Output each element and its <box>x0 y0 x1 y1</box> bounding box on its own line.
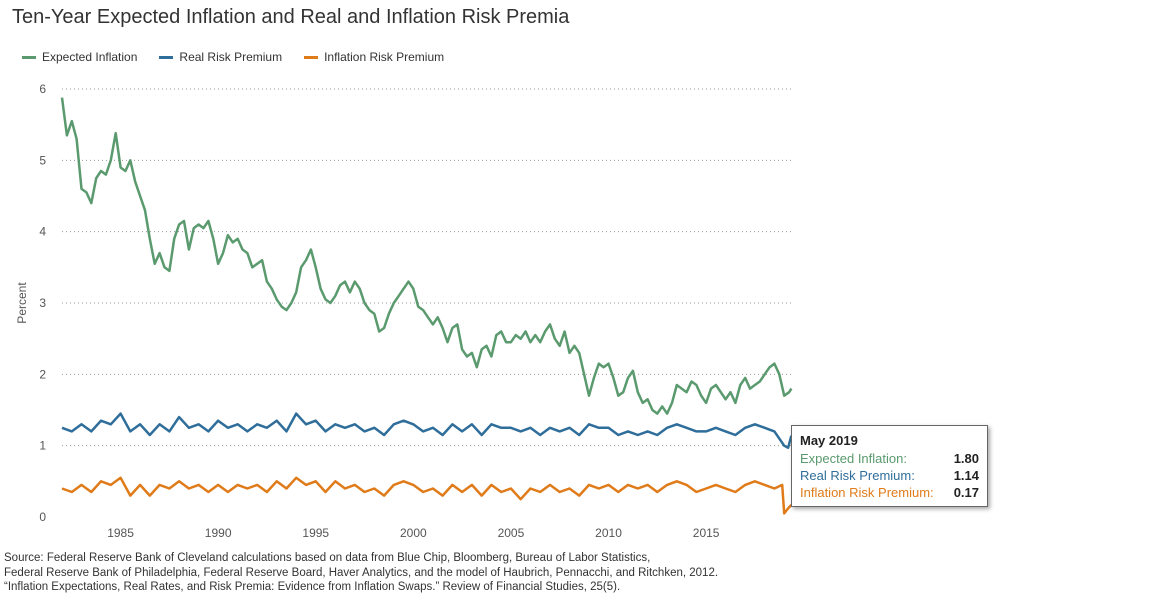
x-tick-label: 2005 <box>498 526 525 540</box>
x-tick-label: 2000 <box>400 526 427 540</box>
series-lines[interactable] <box>60 97 793 515</box>
legend-item-inflation-risk-premium[interactable]: Inflation Risk Premium <box>304 50 444 64</box>
grid-lines <box>62 88 792 447</box>
chart-title: Ten-Year Expected Inflation and Real and… <box>12 6 570 28</box>
x-tick-labels: 1985 1990 1995 2000 2005 2010 2015 <box>107 526 720 540</box>
x-tick-label: 1995 <box>302 526 329 540</box>
x-tick-label: 2015 <box>693 526 720 540</box>
legend-label-inflation-risk-premium: Inflation Risk Premium <box>324 50 445 64</box>
tooltip-value: 0.17 <box>953 485 979 500</box>
legend-swatch-expected-inflation <box>22 55 36 59</box>
tooltip-label: Inflation Risk Premium: <box>800 485 934 500</box>
x-tick-label: 1990 <box>205 526 232 540</box>
y-tick-label: 4 <box>39 225 46 239</box>
tooltip-value: 1.14 <box>953 468 979 483</box>
series-line-real-risk-premium[interactable] <box>61 412 793 450</box>
y-axis-label: Percent <box>15 282 29 324</box>
y-tick-label: 1 <box>39 439 46 453</box>
tooltip-value: 1.80 <box>953 451 979 466</box>
legend-label-real-risk-premium: Real Risk Premium <box>179 50 283 64</box>
y-tick-label: 2 <box>39 367 46 381</box>
legend-swatch-real-risk-premium <box>159 55 174 59</box>
legend: Expected Inflation Real Risk Premium Inf… <box>22 50 444 64</box>
tooltip-date: May 2019 <box>800 433 858 448</box>
series-line-inflation-risk-premium[interactable] <box>61 476 793 515</box>
source-note: Source: Federal Reserve Bank of Clevelan… <box>4 551 718 595</box>
source-line: “Inflation Expectations, Real Rates, and… <box>4 581 621 593</box>
y-tick-labels: 0 1 2 3 4 5 6 <box>39 82 46 524</box>
source-line: Federal Reserve Bank of Philadelphia, Fe… <box>4 566 719 579</box>
series-line-expected-inflation[interactable] <box>60 97 793 415</box>
legend-label-expected-inflation: Expected Inflation <box>42 50 138 64</box>
tooltip-row-real-risk-premium: Real Risk Premium: 1.14 <box>800 467 979 484</box>
legend-item-real-risk-premium[interactable]: Real Risk Premium <box>159 50 282 64</box>
x-tick-label: 1985 <box>107 526 134 540</box>
source-line: Source: Federal Reserve Bank of Clevelan… <box>4 552 651 564</box>
tooltip-row-expected-inflation: Expected Inflation: 1.80 <box>800 450 979 467</box>
tooltip-row-inflation-risk-premium: Inflation Risk Premium: 0.17 <box>800 484 979 501</box>
y-tick-label: 5 <box>39 153 46 167</box>
legend-item-expected-inflation[interactable]: Expected Inflation <box>22 50 137 64</box>
legend-swatch-inflation-risk-premium <box>304 55 319 59</box>
y-tick-label: 3 <box>39 296 46 310</box>
x-tick-label: 2010 <box>595 526 622 540</box>
y-tick-label: 6 <box>39 82 46 96</box>
y-tick-label: 0 <box>39 510 46 524</box>
tooltip-label: Expected Inflation: <box>800 451 907 466</box>
tooltip: May 2019 Expected Inflation: 1.80 Real R… <box>791 425 988 507</box>
tooltip-label: Real Risk Premium: <box>800 468 915 483</box>
